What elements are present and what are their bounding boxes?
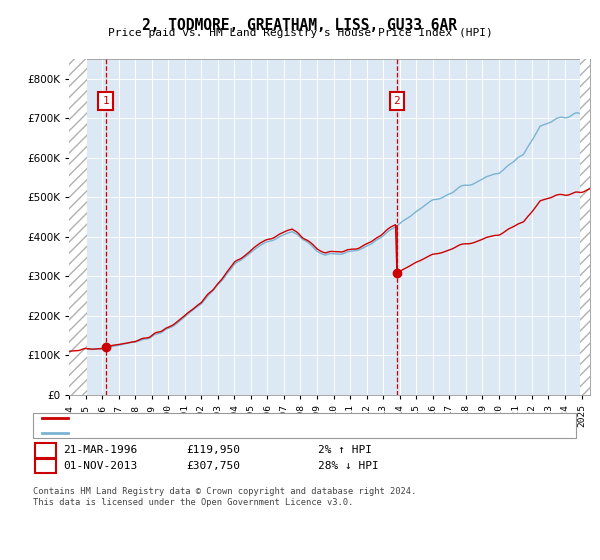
Text: Price paid vs. HM Land Registry's House Price Index (HPI): Price paid vs. HM Land Registry's House … xyxy=(107,28,493,38)
Bar xyxy=(580,59,590,395)
Text: 1: 1 xyxy=(103,96,109,106)
Text: 2: 2 xyxy=(42,459,49,473)
Text: 1: 1 xyxy=(42,444,49,457)
Text: 2% ↑ HPI: 2% ↑ HPI xyxy=(318,445,372,455)
Text: 21-MAR-1996: 21-MAR-1996 xyxy=(63,445,137,455)
Text: £307,750: £307,750 xyxy=(186,461,240,471)
Text: Contains HM Land Registry data © Crown copyright and database right 2024.
This d: Contains HM Land Registry data © Crown c… xyxy=(33,487,416,507)
Text: 28% ↓ HPI: 28% ↓ HPI xyxy=(318,461,379,471)
Text: £119,950: £119,950 xyxy=(186,445,240,455)
Text: 2, TODMORE, GREATHAM, LISS, GU33 6AR (detached house): 2, TODMORE, GREATHAM, LISS, GU33 6AR (de… xyxy=(74,413,392,423)
Bar xyxy=(69,59,87,395)
Text: 01-NOV-2013: 01-NOV-2013 xyxy=(63,461,137,471)
Text: HPI: Average price, detached house, East Hampshire: HPI: Average price, detached house, East… xyxy=(74,428,374,438)
Text: 2: 2 xyxy=(394,96,400,106)
Text: 2, TODMORE, GREATHAM, LISS, GU33 6AR: 2, TODMORE, GREATHAM, LISS, GU33 6AR xyxy=(143,18,458,33)
